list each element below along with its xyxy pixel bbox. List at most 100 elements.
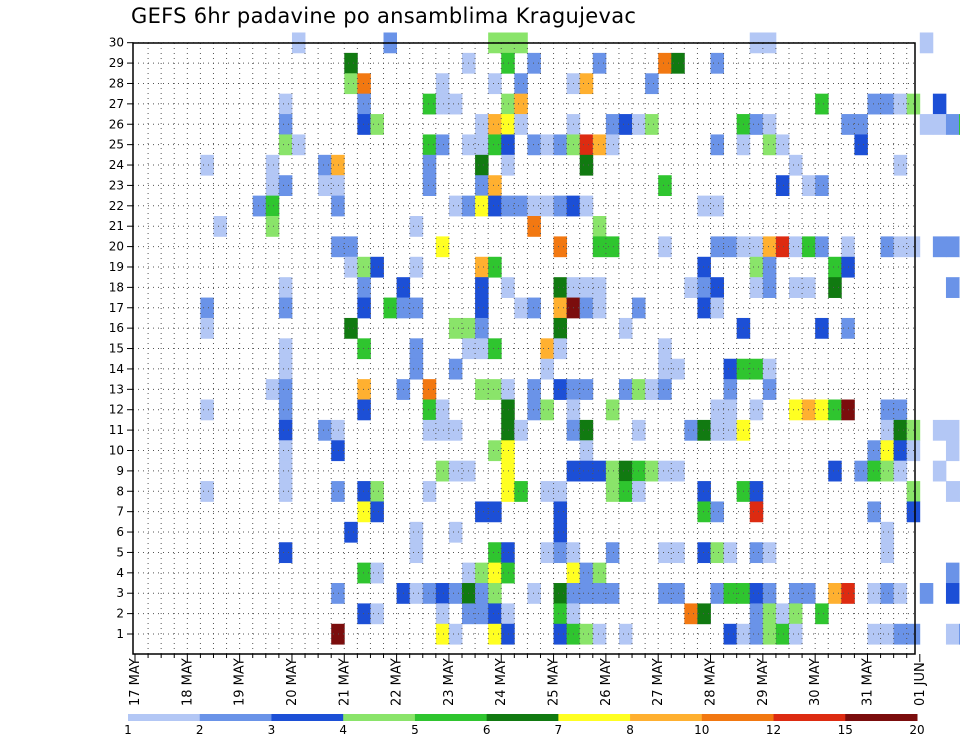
heatmap-cell (422, 399, 437, 421)
heatmap-cell (789, 154, 803, 176)
heatmap-cell (488, 175, 502, 197)
heatmap-cell (501, 481, 515, 502)
heatmap-cell (867, 460, 881, 482)
heatmap-cell (658, 236, 672, 258)
heatmap-cell (488, 583, 502, 604)
colorbar-label: 8 (626, 723, 634, 737)
heatmap-cell (501, 114, 515, 135)
heatmap-cell (357, 379, 371, 400)
heatmap-cell (618, 460, 633, 482)
heatmap-cell (723, 236, 738, 258)
x-tick-label: 27 MAY (651, 658, 666, 706)
heatmap-cell (501, 399, 515, 421)
heatmap-cell (357, 338, 371, 360)
grid-lines (133, 42, 915, 654)
heatmap-cell (880, 460, 895, 482)
heatmap-cell (880, 623, 895, 645)
heatmap-cell (527, 399, 541, 421)
heatmap-cell (475, 317, 489, 339)
heatmap-cell (475, 114, 489, 135)
heatmap-cell (318, 154, 332, 176)
heatmap-cell (710, 542, 724, 564)
heatmap-cell (749, 256, 764, 278)
heatmap-cell (867, 583, 881, 604)
heatmap-cell (749, 481, 764, 502)
heatmap-cell (252, 195, 267, 217)
heatmap-cell (501, 603, 515, 625)
heatmap-cell (553, 297, 568, 319)
heatmap-cell (475, 583, 489, 604)
y-tick-label: 23 (109, 178, 124, 192)
heatmap-cell (658, 52, 672, 74)
heatmap-cell (749, 542, 764, 564)
heatmap-cell (331, 440, 345, 462)
x-tick-label: 18 MAY (180, 658, 195, 706)
y-tick-label: 18 (109, 280, 124, 294)
heatmap-cell (592, 216, 607, 237)
heatmap-cell (200, 154, 214, 176)
heatmap-cell (409, 256, 424, 278)
y-tick-label: 24 (109, 158, 124, 172)
heatmap-cell (475, 175, 489, 197)
y-tick-label: 8 (116, 484, 124, 498)
y-tick-label: 15 (109, 342, 124, 356)
colorbar-swatch (558, 714, 631, 721)
heatmap-cell (278, 297, 293, 319)
heatmap-cell (749, 501, 764, 523)
heatmap-cell (553, 134, 568, 156)
colorbar-label: 7 (555, 723, 563, 737)
heatmap-cell (893, 440, 908, 462)
heatmap-cell (527, 52, 541, 74)
x-tick-label: 20 MAY (285, 658, 300, 706)
heatmap-cell (579, 440, 594, 462)
heatmap-cell (318, 175, 332, 197)
colorbar-legend: 1 2 3 4 5 6 7 8 10 12 15 20 (124, 714, 925, 737)
heatmap-cell (448, 419, 463, 441)
heatmap-cell (697, 481, 711, 502)
heatmap-cell (514, 195, 528, 217)
heatmap-cell (448, 583, 463, 604)
heatmap-cell (540, 399, 554, 421)
heatmap-cell (553, 501, 568, 523)
heatmap-cell (605, 542, 620, 564)
heatmap-cell (435, 73, 450, 95)
heatmap-cell (945, 236, 960, 258)
heatmap-cell (932, 236, 947, 258)
heatmap-cell (357, 277, 371, 298)
y-tick-label: 22 (109, 199, 124, 213)
heatmap-cell (370, 603, 384, 625)
heatmap-cell (749, 358, 764, 380)
heatmap-cell (723, 542, 738, 564)
heatmap-cell (893, 399, 908, 421)
heatmap-cell (932, 419, 947, 441)
x-axis: 17 MAY 18 MAY 19 MAY 20 MAY 21 MAY 22 MAY 23 M… (128, 654, 928, 706)
heatmap-cell (357, 297, 371, 319)
heatmap-cell (553, 195, 568, 217)
y-tick-label: 19 (109, 260, 124, 274)
heatmap-cell (475, 134, 489, 156)
heatmap-cell (488, 134, 502, 156)
heatmap-cell (409, 338, 424, 360)
heatmap-cell (762, 256, 777, 278)
heatmap-cell (488, 603, 502, 625)
heatmap-cell (697, 501, 711, 523)
heatmap-cell (710, 419, 724, 441)
heatmap-cell (880, 583, 895, 604)
heatmap-cell (775, 175, 790, 197)
colorbar-swatch (271, 714, 344, 721)
colorbar-label: 4 (339, 723, 347, 737)
heatmap-cell (501, 52, 515, 74)
heatmap-cell (422, 419, 437, 441)
x-tick-label: 17 MAY (128, 658, 143, 706)
heatmap-cell (592, 236, 607, 258)
heatmap-cell (893, 93, 908, 115)
colorbar-swatch (486, 714, 559, 721)
heatmap-cell (331, 175, 345, 197)
heatmap-cell (710, 277, 724, 298)
heatmap-cell (762, 583, 777, 604)
x-tick-label: 01 JUN (913, 662, 928, 706)
heatmap-cell (618, 317, 633, 339)
heatmap-cell (775, 134, 790, 156)
heatmap-cell (278, 440, 293, 462)
